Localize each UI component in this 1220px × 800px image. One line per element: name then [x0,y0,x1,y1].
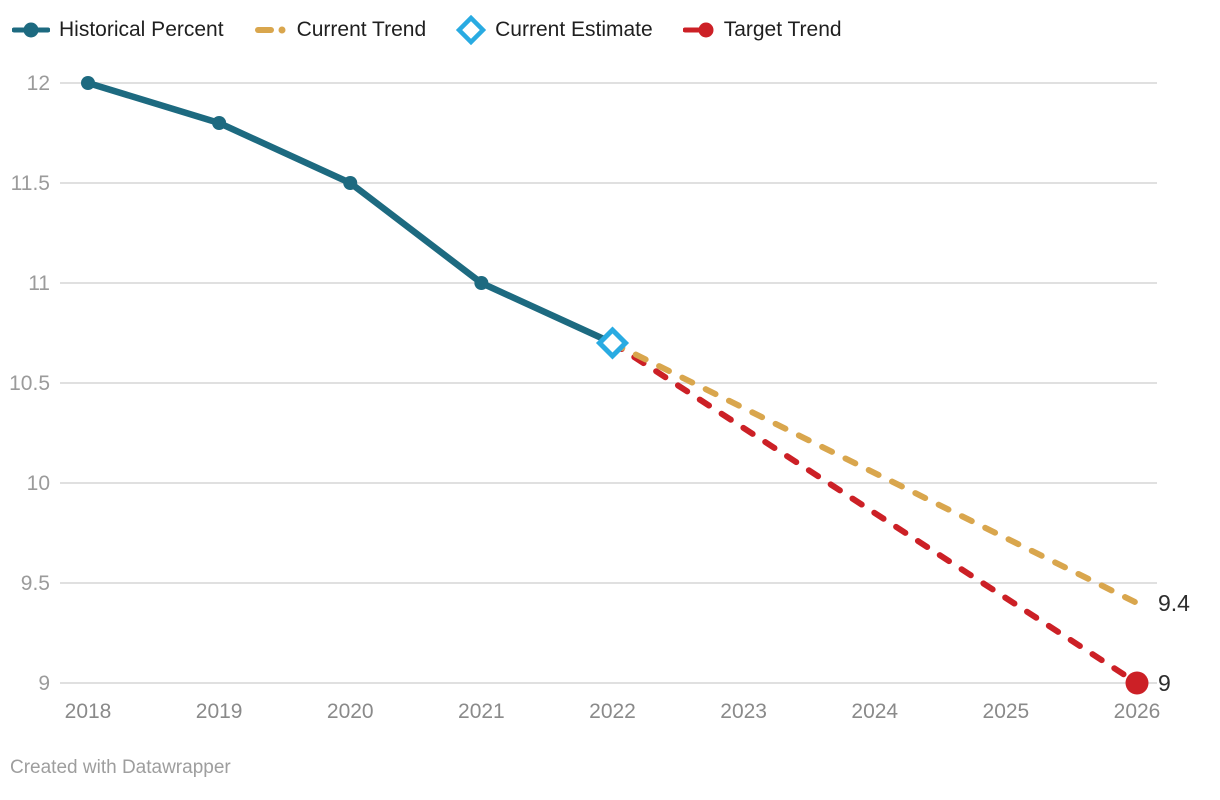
x-axis-tick-label: 2022 [589,700,636,723]
chart-legend: Historical Percent Current Trend Current… [12,15,842,45]
y-axis-tick-label: 9.5 [21,572,50,595]
legend-item-current-trend: Current Trend [254,18,427,42]
y-axis-tick-label: 10.5 [9,372,50,395]
x-axis-tick-label: 2018 [65,700,112,723]
line-dot-right-icon [682,22,714,38]
y-axis-tick-label: 9 [38,672,50,695]
y-axis-tick-label: 11.5 [11,172,50,195]
y-axis-tick-label: 11 [28,272,50,295]
legend-label-current-estimate: Current Estimate [495,18,653,41]
y-axis-tick-label: 10 [27,472,50,495]
legend-label-target-trend: Target Trend [723,18,842,41]
historical-data-point [343,176,358,190]
target-trend-end-label: 9 [1158,670,1171,696]
datawrapper-attribution[interactable]: Created with Datawrapper [10,757,231,778]
legend-item-historical-percent: Historical Percent [12,18,224,42]
y-axis-tick-label: 12 [27,72,50,95]
x-axis-tick-label: 2026 [1114,700,1161,723]
dashed-line-icon [254,26,286,34]
legend-label-historical-percent: Historical Percent [59,18,224,41]
target-end-point [1125,671,1149,695]
current-estimate-diamond [595,326,630,360]
legend-item-target-trend: Target Trend [682,18,842,42]
historical-data-point [212,116,227,130]
target-trend-line [609,340,1140,686]
x-axis-tick-label: 2019 [196,700,243,723]
x-axis-tick-label: 2023 [720,700,767,723]
legend-item-current-estimate: Current Estimate [456,15,653,45]
current-trend-line [609,340,1140,606]
x-axis-tick-label: 2021 [458,700,505,723]
x-axis-tick-label: 2024 [851,700,898,723]
x-axis-tick-label: 2025 [983,700,1030,723]
current-trend-end-label: 9.4 [1158,590,1190,616]
diamond-outline-icon [456,15,487,45]
legend-label-current-trend: Current Trend [296,18,427,41]
historical-data-point [81,76,95,90]
historical-line [84,79,616,347]
x-axis-tick-label: 2020 [327,700,374,723]
historical-data-point [474,276,489,290]
line-dot-icon [12,22,50,38]
plot-area: 12 11.5 11 10.5 10 9.5 9 2018 2019 2020 2021 2022 20… [9,72,1190,723]
